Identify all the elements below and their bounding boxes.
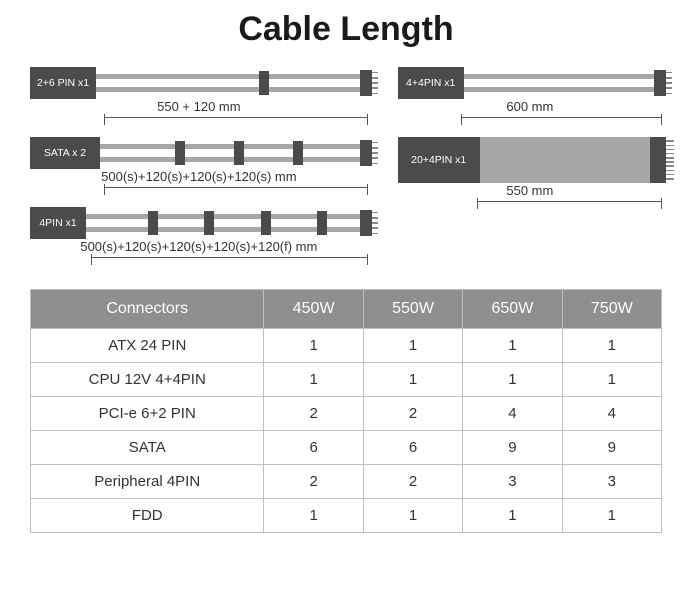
table-row: FDD1111	[31, 499, 662, 533]
table-row: SATA6699	[31, 431, 662, 465]
table-cell: 4	[463, 397, 562, 431]
cable-block: 4PIN x1500(s)+120(s)+120(s)+120(s)+120(f…	[30, 207, 368, 269]
cable-label: SATA x 2	[30, 137, 100, 169]
table-cell: 1	[363, 329, 462, 363]
table-cell: 2	[363, 465, 462, 499]
table-cell: ATX 24 PIN	[31, 329, 264, 363]
table-cell: 1	[264, 363, 363, 397]
table-cell: Peripheral 4PIN	[31, 465, 264, 499]
table-cell: 9	[463, 431, 562, 465]
table-cell: 1	[562, 329, 661, 363]
table-cell: CPU 12V 4+4PIN	[31, 363, 264, 397]
table-cell: 1	[363, 363, 462, 397]
table-row: Peripheral 4PIN2233	[31, 465, 662, 499]
dimension-line: 500(s)+120(s)+120(s)+120(s) mm	[30, 173, 368, 199]
table-cell: 1	[463, 363, 562, 397]
table-cell: 4	[562, 397, 661, 431]
table-cell: PCI-e 6+2 PIN	[31, 397, 264, 431]
table-cell: 2	[264, 465, 363, 499]
cable-block: 20+4PIN x1 550 mm	[398, 137, 662, 213]
cable-label: 4+4PIN x1	[398, 67, 464, 99]
dimension-text: 600 mm	[500, 99, 559, 114]
table-cell: 9	[562, 431, 661, 465]
table-cell: SATA	[31, 431, 264, 465]
cable-body	[96, 67, 368, 99]
cable-body	[464, 67, 662, 99]
connectors-table: Connectors450W550W650W750W ATX 24 PIN111…	[30, 289, 662, 533]
dimension-line: 550 mm	[398, 187, 662, 213]
table-cell: 1	[463, 499, 562, 533]
page-title: Cable Length	[30, 10, 662, 49]
table-cell: 3	[463, 465, 562, 499]
table-cell: 1	[264, 499, 363, 533]
table-cell: 2	[363, 397, 462, 431]
dimension-line: 550 + 120 mm	[30, 103, 368, 129]
table-cell: 6	[264, 431, 363, 465]
table-header-cell: 450W	[264, 290, 363, 329]
table-cell: 1	[363, 499, 462, 533]
table-cell: 1	[562, 499, 661, 533]
dimension-text: 550 mm	[500, 183, 559, 198]
table-cell: 1	[463, 329, 562, 363]
cable-label: 4PIN x1	[30, 207, 86, 239]
table-header-cell: 650W	[463, 290, 562, 329]
table-cell: FDD	[31, 499, 264, 533]
table-row: PCI-e 6+2 PIN2244	[31, 397, 662, 431]
cable-block: 4+4PIN x1 600 mm	[398, 67, 662, 129]
dimension-text: 500(s)+120(s)+120(s)+120(s) mm	[95, 169, 302, 184]
dimension-line: 600 mm	[398, 103, 662, 129]
cable-diagrams: 2+6 PIN x1550 + 120 mmSATA x 2500(s)+120…	[30, 67, 662, 277]
cable-label: 20+4PIN x1	[398, 137, 480, 183]
dimension-text: 500(s)+120(s)+120(s)+120(s)+120(f) mm	[74, 239, 323, 254]
table-cell: 1	[562, 363, 661, 397]
cable-block: SATA x 2500(s)+120(s)+120(s)+120(s) mm	[30, 137, 368, 199]
table-cell: 3	[562, 465, 661, 499]
cable-body	[480, 137, 662, 183]
table-row: CPU 12V 4+4PIN1111	[31, 363, 662, 397]
cable-block: 2+6 PIN x1 550 + 120 mm	[30, 67, 368, 129]
table-header-cell: 550W	[363, 290, 462, 329]
dimension-line: 500(s)+120(s)+120(s)+120(s)+120(f) mm	[30, 243, 368, 269]
table-header-cell: Connectors	[31, 290, 264, 329]
cable-body	[100, 137, 368, 169]
cable-body	[86, 207, 368, 239]
diagram-column-left: 2+6 PIN x1550 + 120 mmSATA x 2500(s)+120…	[30, 67, 368, 277]
table-row: ATX 24 PIN1111	[31, 329, 662, 363]
dimension-text: 550 + 120 mm	[151, 99, 246, 114]
cable-label: 2+6 PIN x1	[30, 67, 96, 99]
table-cell: 1	[264, 329, 363, 363]
table-cell: 2	[264, 397, 363, 431]
table-cell: 6	[363, 431, 462, 465]
table-header-cell: 750W	[562, 290, 661, 329]
diagram-column-right: 4+4PIN x1 600 mm 20+4PIN x1 550 mm	[398, 67, 662, 277]
